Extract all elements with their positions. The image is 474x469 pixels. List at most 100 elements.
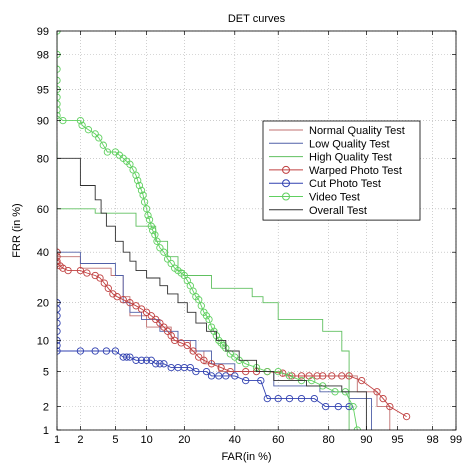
data-point <box>231 372 239 380</box>
data-point <box>142 308 151 316</box>
data-point <box>226 367 234 376</box>
data-point <box>386 402 394 411</box>
data-point <box>285 394 294 403</box>
series-line <box>57 302 350 408</box>
x-tick-label: 10 <box>140 434 152 446</box>
data-point <box>153 237 161 245</box>
data-point <box>163 327 172 335</box>
data-point <box>144 211 152 220</box>
data-point <box>274 394 282 403</box>
chart-title: DET curves <box>228 13 286 25</box>
data-point <box>126 353 134 361</box>
legend-marker <box>282 192 290 201</box>
data-point <box>310 394 318 403</box>
data-point <box>322 402 330 411</box>
x-tick-label: 40 <box>229 434 241 446</box>
data-point <box>57 347 61 355</box>
data-point <box>183 341 191 350</box>
y-tick-label: 95 <box>37 84 49 96</box>
data-point <box>217 339 225 347</box>
data-point <box>263 394 271 403</box>
data-point <box>189 347 197 355</box>
y-tick-label: 1 <box>43 425 49 437</box>
data-point <box>257 376 265 385</box>
data-point <box>313 372 321 380</box>
x-tick-label: 95 <box>391 434 403 446</box>
series-video-test <box>57 31 361 430</box>
x-tick-label: 1 <box>54 434 60 446</box>
data-point <box>345 372 353 380</box>
data-point <box>202 367 211 376</box>
data-point <box>142 205 151 213</box>
series-overall-test <box>57 157 367 430</box>
data-point <box>163 255 172 263</box>
data-point <box>160 248 168 256</box>
data-point <box>202 312 211 320</box>
data-point <box>100 279 108 287</box>
legend-entry: Normal Quality Test <box>309 125 405 137</box>
data-point <box>137 305 146 313</box>
data-point <box>274 367 282 376</box>
data-point <box>379 394 387 403</box>
data-point <box>91 130 99 138</box>
data-point <box>57 93 61 101</box>
data-point <box>147 356 155 364</box>
data-point <box>156 244 164 252</box>
data-point <box>83 269 91 277</box>
data-point <box>197 302 205 310</box>
data-point <box>57 111 61 120</box>
data-point <box>189 287 197 295</box>
data-point <box>96 274 104 282</box>
legend-entry: High Quality Test <box>309 152 392 164</box>
data-point <box>76 266 85 275</box>
y-tick-label: 90 <box>37 116 49 128</box>
data-point <box>57 327 61 335</box>
series-high-quality-test <box>57 141 350 430</box>
data-point <box>137 356 146 364</box>
data-point <box>358 376 366 385</box>
data-point <box>167 259 175 268</box>
data-point <box>373 388 381 396</box>
data-point <box>140 198 149 206</box>
data-point <box>57 76 61 85</box>
legend-marker <box>282 165 290 174</box>
data-point <box>156 319 164 327</box>
data-point <box>135 181 144 190</box>
data-point <box>156 360 164 368</box>
data-point <box>102 347 111 355</box>
data-point <box>57 65 61 73</box>
data-point <box>119 296 127 304</box>
data-point <box>57 259 61 268</box>
data-point <box>84 126 93 134</box>
data-point <box>147 312 155 320</box>
legend-marker <box>282 179 290 188</box>
data-point <box>91 347 99 355</box>
data-point <box>123 353 131 361</box>
x-tick-label: 20 <box>178 434 190 446</box>
data-point <box>76 116 85 125</box>
data-point <box>349 402 357 411</box>
data-point <box>297 394 306 403</box>
data-point <box>57 106 61 114</box>
data-point <box>149 226 157 235</box>
legend-entry: Warped Photo Test <box>309 165 402 177</box>
data-point <box>195 296 203 304</box>
y-tick-label: 20 <box>37 298 49 310</box>
data-point <box>177 339 185 347</box>
data-point <box>186 363 194 372</box>
data-point <box>57 305 61 313</box>
data-point <box>167 332 175 340</box>
data-point <box>57 312 61 320</box>
data-point <box>192 367 200 376</box>
data-point <box>113 293 121 301</box>
data-point <box>200 356 208 364</box>
data-point <box>111 347 120 355</box>
data-point <box>334 402 342 411</box>
data-point <box>195 353 203 361</box>
data-point <box>217 363 225 372</box>
data-point <box>126 299 134 307</box>
legend-entry: Cut Photo Test <box>309 178 381 190</box>
x-tick-label: 80 <box>323 434 335 446</box>
data-point <box>126 160 134 168</box>
